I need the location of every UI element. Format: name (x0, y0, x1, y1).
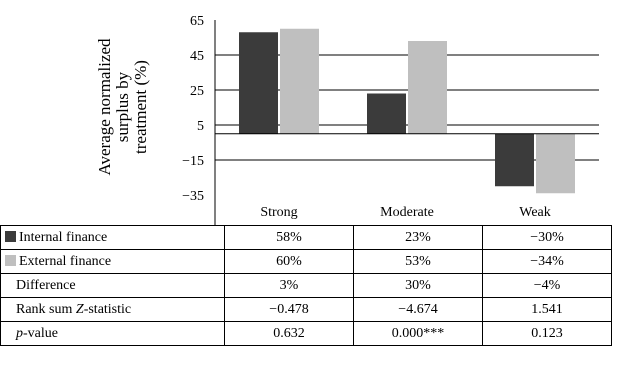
table-row: Internal finance 58% 23% −30% (0, 225, 612, 250)
y-tick-label: 45 (190, 49, 204, 64)
category-label: Moderate (380, 205, 434, 220)
row-label-text: External finance (19, 253, 112, 269)
table-cell: 53% (353, 249, 483, 274)
y-tick-label: −35 (182, 189, 204, 204)
table-row: Difference 3% 30% −4% (0, 273, 612, 298)
table-cell: −30% (482, 225, 612, 250)
legend-swatch (5, 254, 16, 266)
bar-external-finance-moderate (408, 41, 447, 134)
row-label-text: Difference (16, 277, 76, 293)
table-cell: 3% (224, 273, 354, 298)
bar-internal-finance-strong (239, 32, 278, 134)
row-label: Internal finance (0, 225, 225, 250)
row-label: Rank sum Z-statistic (0, 297, 225, 322)
table-cell: 0.123 (482, 321, 612, 346)
axis-lines (214, 20, 599, 225)
data-table: Internal finance 58% 23% −30% External finan… (0, 225, 612, 346)
category-labels: Strong Moderate Weak (260, 205, 550, 220)
table-row: Rank sum Z-statistic −0.478 −4.674 1.541 (0, 297, 612, 322)
table-row: p-value 0.632 0.000*** 0.123 (0, 321, 612, 346)
table-cell: −34% (482, 249, 612, 274)
table-cell: −0.478 (224, 297, 354, 322)
category-label: Weak (519, 205, 551, 220)
row-label: External finance (0, 249, 225, 274)
bars (239, 28, 575, 194)
category-label: Strong (260, 205, 297, 220)
table-cell: 0.632 (224, 321, 354, 346)
y-axis-label-line: surplus by (113, 71, 132, 142)
y-axis-label-line: Average normalized (95, 38, 114, 176)
bar-external-finance-strong (280, 28, 319, 134)
table-cell: 30% (353, 273, 483, 298)
y-tick-label: 65 (190, 14, 204, 29)
table-cell: 58% (224, 225, 354, 250)
table-cell: 23% (353, 225, 483, 250)
bar-chart: Average normalized surplus by treatment (%… (95, 14, 599, 225)
table-cell: 60% (224, 249, 354, 274)
table-cell: 1.541 (482, 297, 612, 322)
gridlines (215, 54, 599, 161)
bar-internal-finance-moderate (367, 93, 406, 134)
table-cell: −4.674 (353, 297, 483, 322)
y-tick-label: 5 (197, 119, 204, 134)
legend-swatch (5, 230, 16, 242)
row-label-text: Rank sum Z-statistic (16, 301, 132, 317)
y-tick-label: 25 (190, 84, 204, 99)
table-cell: −4% (482, 273, 612, 298)
row-label: p-value (0, 321, 225, 346)
bar-external-finance-weak (536, 133, 575, 194)
table-cell: 0.000*** (353, 321, 483, 346)
table-row: External finance 60% 53% −34% (0, 249, 612, 274)
bar-internal-finance-weak (495, 133, 534, 187)
row-label-text: p-value (16, 325, 58, 341)
row-label-text: Internal finance (19, 229, 108, 245)
row-label: Difference (0, 273, 225, 298)
y-axis-label-line: treatment (%) (131, 60, 150, 154)
y-axis-label: Average normalized surplus by treatment (%… (95, 38, 150, 176)
y-tick-labels: 65 45 25 5 −15 −35 (182, 14, 204, 204)
y-tick-label: −15 (182, 154, 204, 169)
